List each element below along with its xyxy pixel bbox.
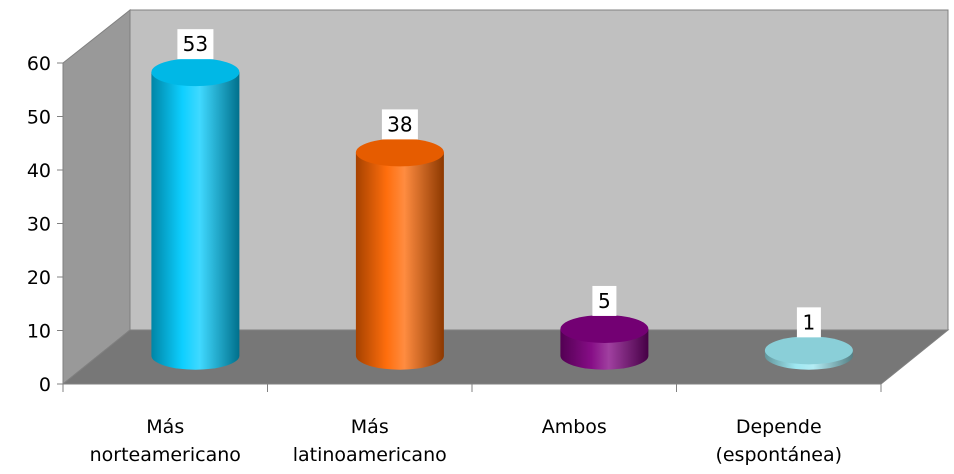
y-tick-label: 40	[27, 160, 51, 182]
data-label: 5	[592, 285, 617, 316]
x-tick-label: Depende (espontánea)	[715, 416, 842, 466]
bar-top	[764, 336, 853, 365]
data-label: 53	[177, 29, 214, 60]
y-tick-label: 60	[27, 53, 51, 75]
chart-data-labels: 53 38 5 1	[177, 29, 821, 338]
bar-body	[355, 152, 444, 370]
x-tick-label: Más norteamericano	[90, 416, 241, 466]
bar	[151, 58, 240, 370]
data-label-box	[381, 109, 418, 140]
data-label: 38	[381, 109, 418, 140]
side-wall	[62, 8, 131, 386]
data-label-box	[592, 285, 617, 316]
data-label-text: 38	[387, 112, 412, 136]
data-label-text: 5	[598, 289, 611, 313]
bar-body	[151, 72, 240, 370]
bar	[355, 138, 444, 370]
data-label-box	[177, 29, 214, 60]
data-label-text: 53	[183, 32, 208, 56]
back-wall	[129, 9, 949, 331]
bar	[560, 314, 649, 370]
data-label-box	[796, 307, 821, 338]
bar	[764, 336, 853, 370]
bar-top	[560, 314, 649, 343]
data-label-text: 1	[803, 310, 816, 334]
y-tick-label: 50	[27, 107, 51, 129]
chart-walls	[61, 8, 950, 386]
chart-axes: 0 10 20 30 40 50 60 Más norteamericano Más latinoa…	[27, 53, 882, 466]
y-tick-label: 10	[27, 321, 51, 343]
y-tick-label: 30	[27, 214, 51, 236]
y-tick-label: 20	[27, 267, 51, 289]
data-label: 1	[796, 307, 821, 338]
chart-bars	[151, 58, 853, 370]
bar-top	[151, 58, 240, 87]
x-tick-label: Más latinoamericano	[293, 416, 447, 466]
y-tick-label: 0	[39, 374, 51, 396]
x-tick-label: Ambos	[542, 416, 607, 438]
bar-top	[355, 138, 444, 167]
